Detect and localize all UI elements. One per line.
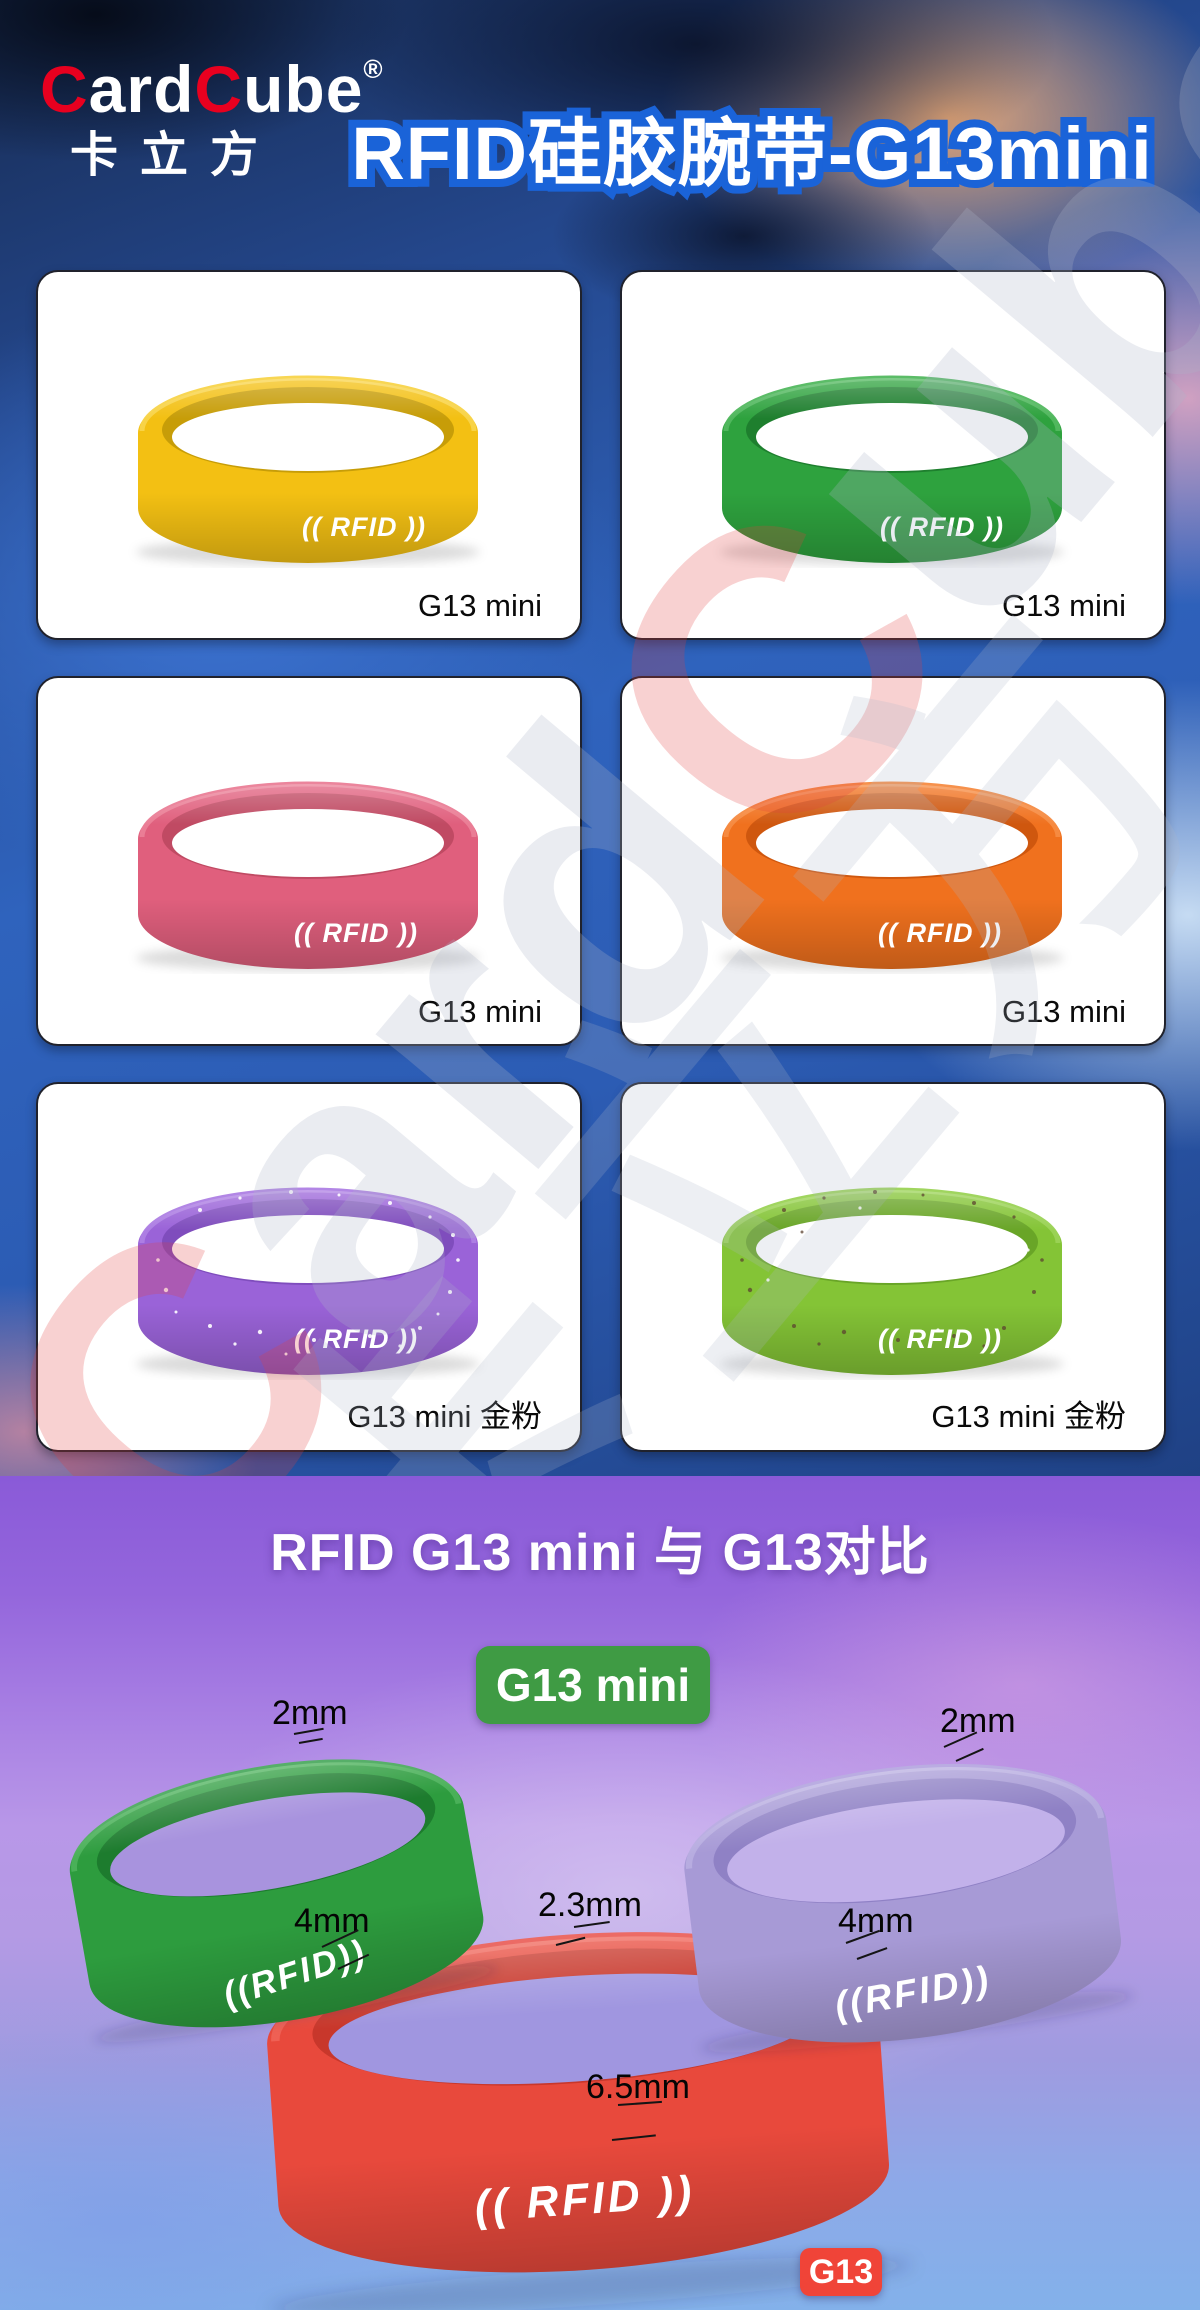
band-shading [69,1762,484,2028]
product-card-green: (( RFID )) G13 mini [620,270,1166,640]
glitter-dots [740,1190,1044,1348]
page-title: RFID硅胶腕带-G13mini RFID硅胶腕带-G13mini [312,94,1192,204]
card-model-label: G13 mini [1001,588,1126,623]
badge-g13-mini-label: G13 mini [495,1659,691,1711]
band-rfid-text: (( RFID )) [880,512,1004,542]
band-shading [138,378,478,563]
badge-g13: G13 [800,2248,882,2296]
registered-mark-icon: ® [363,54,384,84]
band-rfid-text: (( RFID )) [878,1324,1002,1354]
comparison-title: RFID G13 mini 与 G13对比 [270,1524,930,1582]
logo-letter: C [40,52,89,126]
band-shading [138,1190,478,1375]
wristband-photo-orange: (( RFID )) [720,781,1064,971]
product-card-orange: (( RFID )) G13 mini [620,676,1166,1046]
card-model-label: G13 mini 金粉 [931,1399,1126,1434]
product-card-lime-glitter: (( RFID )) G13 mini 金粉 [620,1082,1166,1452]
measurement-green-thickness: 2mm [272,1694,348,1732]
measurement-purple-width: 4mm [838,1902,914,1940]
band-rfid-text: (( RFID )) [302,512,426,542]
badge-g13-label: G13 [808,2252,874,2291]
wristband-photo-yellow: (( RFID )) [136,375,480,565]
band-shading [138,784,478,969]
card-model-label: G13 mini [1001,994,1126,1029]
wristband-compare-green-mini: ((RFID)) [69,1759,499,2043]
logo-letter: ard [88,52,195,126]
band-shading [722,784,1062,969]
card-model-label: G13 mini [417,994,542,1029]
wristband-photo-lime-glitter: (( RFID )) [720,1187,1064,1377]
measurement-g13-width: 6.5mm [586,2068,690,2106]
cardcube-logo-chinese: 卡立方 [70,129,281,182]
logo-letter: ube [243,52,364,126]
wristband-compare-purple-mini: ((RFID)) [684,1763,1135,2053]
band-shading [722,378,1062,563]
wristband-photo-pink: (( RFID )) [136,781,480,971]
measurement-green-width: 4mm [294,1902,370,1940]
band-rfid-text: (( RFID )) [878,918,1002,948]
badge-g13-mini: G13 mini [476,1646,710,1724]
logo-letter: C [194,52,244,126]
band-rfid-text: (( RFID )) [294,1324,418,1354]
glitter-dots [156,1190,460,1356]
card-model-label: G13 mini [417,588,542,623]
hero-section: CardCube® 卡立方 RFID硅胶腕带-G13mini RFID硅胶腕带-… [0,0,1200,1476]
product-card-purple-glitter: (( RFID )) G13 mini 金粉 [36,1082,582,1452]
band-shadow [268,2257,914,2310]
measurement-g13-thickness: 2.3mm [538,1886,642,1924]
cardcube-logo: CardCube® 卡立方 [40,56,384,180]
card-model-label: G13 mini 金粉 [347,1399,542,1434]
page-title-outline: RFID硅胶腕带-G13mini [343,104,1159,203]
product-card-pink: (( RFID )) G13 mini [36,676,582,1046]
band-shading [684,1766,1121,2043]
wristband-photo-purple-glitter: (( RFID )) [136,1187,480,1377]
band-shading [722,1190,1062,1375]
product-card-yellow: (( RFID )) G13 mini [36,270,582,640]
measurement-purple-thickness: 2mm [940,1702,1016,1740]
band-rfid-text: (( RFID )) [294,918,418,948]
comparison-section: RFID G13 mini 与 G13对比 G13 mini (( RFID )… [0,1476,1200,2310]
page-title-text: RFID硅胶腕带-G13mini [351,112,1153,195]
cardcube-logo-wordmark: CardCube® [40,56,384,122]
wristband-photo-green: (( RFID )) [720,375,1064,565]
